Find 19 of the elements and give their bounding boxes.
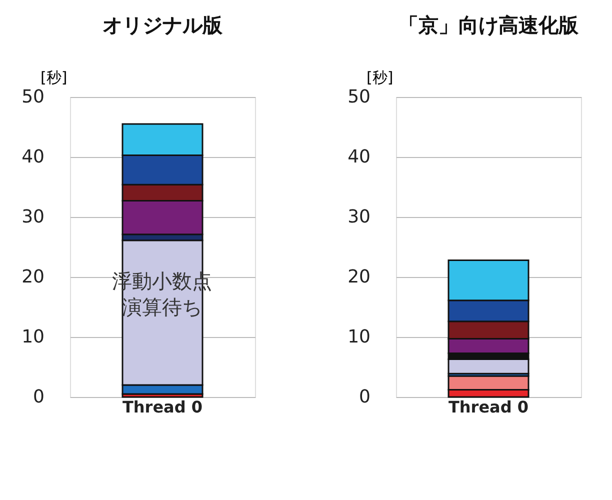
y-tick-label: 30 xyxy=(22,206,44,228)
y-tick-label: 30 xyxy=(348,206,370,228)
y-tick-label: 40 xyxy=(348,146,370,168)
y-axis-title: [秒] xyxy=(40,68,68,86)
y-tick-label: 50 xyxy=(348,86,370,108)
y-tick-label: 0 xyxy=(33,386,44,408)
y-tick-label: 50 xyxy=(22,86,44,108)
y-tick-label: 40 xyxy=(22,146,44,168)
bar xyxy=(448,358,530,374)
x-tick-label: Thread 0 xyxy=(448,398,528,416)
y-tick-label: 10 xyxy=(348,326,370,348)
y-tick-label: 10 xyxy=(22,326,44,348)
chart-title: オリジナル版 xyxy=(102,13,224,37)
y-tick-label: 20 xyxy=(348,266,370,288)
chart-title: 「京」向け高速化版 xyxy=(398,13,580,37)
x-tick-label: Thread 0 xyxy=(122,398,202,416)
y-axis-title: [秒] xyxy=(366,68,394,86)
y-tick-label: 0 xyxy=(359,386,370,408)
y-tick-label: 20 xyxy=(22,266,44,288)
